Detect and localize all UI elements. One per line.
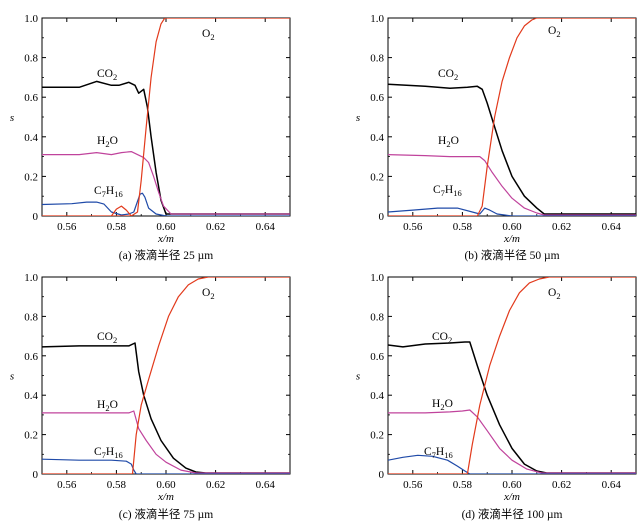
series-label-o2: O2 [202,287,215,301]
x-tick-label: 0.64 [602,479,622,491]
series-label-c7h16: C7H16 [94,446,123,460]
plot-frame [387,17,637,217]
y-tick-label: 0.8 [24,53,38,65]
y-tick-label: 0.4 [24,132,38,144]
series-line-h2o [42,151,290,215]
series-label-h2o: H2O [432,398,453,412]
y-tick-label: 1.0 [370,272,384,284]
series-label-o2: O2 [202,28,215,42]
y-tick-label: 0.4 [370,132,384,144]
series-line-o2 [42,18,290,216]
panel-caption: (a) 液滴半径 25 µm [119,248,214,262]
chart-panel-2: 0 0.2 0.4 0.6 0.8 1.0 0.56 0.58 0.60 0.62 0.64 x/m s… [356,13,637,262]
series-line-co2 [42,80,290,215]
series-line-o2 [42,277,290,474]
series-line-co2 [388,341,636,474]
y-tick-label: 0.8 [24,311,38,323]
y-tick-label: 0 [33,211,39,223]
x-tick-label: 0.58 [107,221,127,233]
y-axis-label: s [356,112,360,124]
series-line-co2 [42,342,290,474]
y-tick-label: 0.6 [24,351,38,363]
series-line-c7h16 [42,192,290,216]
x-tick-label: 0.64 [256,221,276,233]
series-line-co2 [388,83,636,215]
series-line-c7h16-peak- [110,205,132,216]
y-tick-label: 0.8 [370,53,384,65]
y-tick-label: 0 [379,469,385,481]
panel-caption: (c) 液滴半径 75 µm [119,507,214,521]
x-tick-label: 0.58 [107,479,127,491]
x-tick-label: 0.60 [156,479,176,491]
chart-panel-3: 0 0.2 0.4 0.6 0.8 1.0 0.56 0.58 0.60 0.62 0.64 x/m s… [10,272,291,521]
series-label-c7h16: C7H16 [424,446,453,460]
panel-caption: (b) 液滴半径 50 µm [464,248,559,262]
series-label-h2o: H2O [438,135,459,149]
panel-caption: (d) 液滴半径 100 µm [462,507,563,521]
x-tick-label: 0.64 [602,221,622,233]
y-tick-label: 0.4 [24,390,38,402]
y-tick-label: 0.2 [24,171,38,183]
x-tick-label: 0.62 [206,479,225,491]
chart-panel-4: 0 0.2 0.4 0.6 0.8 1.0 0.56 0.58 0.60 0.62 0.64 x/m s… [356,272,637,521]
x-tick-label: 0.56 [403,221,423,233]
y-tick-label: 0.4 [370,390,384,402]
y-tick-label: 1.0 [24,272,38,284]
x-tick-label: 0.62 [206,221,225,233]
x-tick-label: 0.60 [502,479,522,491]
series-line-o2 [388,18,636,216]
x-tick-label: 0.56 [403,479,423,491]
x-tick-label: 0.56 [57,479,77,491]
y-axis-label: s [10,371,14,383]
x-tick-label: 0.64 [256,479,276,491]
series-label-h2o: H2O [97,135,118,149]
x-tick-label: 0.60 [502,221,522,233]
x-axis-label: x/m [503,233,520,245]
series-label-c7h16: C7H16 [433,184,462,198]
y-tick-label: 0 [379,211,385,223]
series-line-c7h16 [42,458,290,474]
series-line-h2o [388,409,636,474]
x-axis-label: x/m [157,491,174,503]
plot-frame [41,17,291,217]
x-tick-label: 0.58 [453,221,473,233]
y-axis-label: s [10,112,14,124]
series-line-o2 [388,277,636,474]
series-label-c7h16: C7H16 [94,185,123,199]
chart-panel-1: 0 0.2 0.4 0.6 0.8 1.0 0.56 0.58 0.60 0.62 0.64 x/m s… [10,13,291,262]
series-label-co2: CO2 [438,68,458,82]
y-tick-label: 0.6 [370,92,384,104]
y-tick-label: 0.2 [370,430,384,442]
x-tick-label: 0.60 [156,221,176,233]
series-line-h2o [42,410,290,474]
series-line-c7h16 [388,207,636,216]
series-label-co2: CO2 [97,331,117,345]
y-tick-label: 0.6 [24,92,38,104]
y-tick-label: 0.2 [24,430,38,442]
series-label-co2: CO2 [97,68,117,82]
series-label-o2: O2 [548,287,561,301]
series-label-o2: O2 [548,25,561,39]
x-tick-label: 0.56 [57,221,77,233]
x-axis-label: x/m [157,233,174,245]
series-line-h2o [388,154,636,216]
y-tick-label: 0.6 [370,351,384,363]
x-axis-label: x/m [503,491,520,503]
x-tick-label: 0.62 [552,479,571,491]
x-tick-label: 0.62 [552,221,571,233]
plot-frame [41,276,291,475]
y-tick-label: 0 [33,469,39,481]
series-label-co2: CO2 [432,331,452,345]
y-tick-label: 0.8 [370,311,384,323]
y-tick-label: 0.2 [370,171,384,183]
x-tick-label: 0.58 [453,479,473,491]
y-tick-label: 1.0 [24,13,38,25]
series-label-h2o: H2O [97,399,118,413]
y-axis-label: s [356,371,360,383]
y-tick-label: 1.0 [370,13,384,25]
